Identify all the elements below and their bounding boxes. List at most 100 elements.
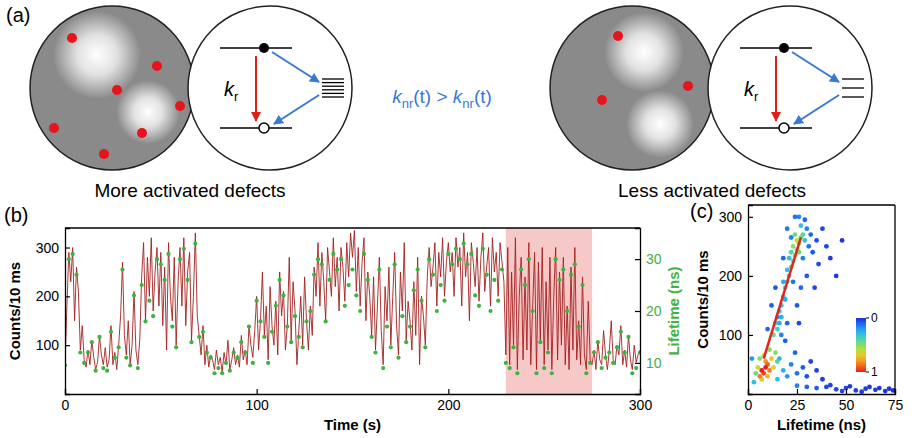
tick-label: 50 bbox=[839, 397, 855, 413]
data-point bbox=[569, 273, 573, 277]
defect bbox=[49, 123, 59, 133]
data-point bbox=[777, 321, 782, 326]
data-point bbox=[155, 257, 159, 261]
rate-subscript: nr bbox=[462, 96, 474, 111]
data-point bbox=[515, 371, 519, 375]
data-point bbox=[94, 369, 98, 373]
diagram-panel: krLess activated defects bbox=[550, 6, 872, 201]
data-point bbox=[775, 327, 780, 332]
data-point bbox=[769, 303, 774, 308]
energy-level bbox=[740, 127, 812, 129]
data-point bbox=[166, 252, 170, 256]
data-point bbox=[416, 267, 420, 271]
panel-label: (c) bbox=[690, 200, 713, 222]
trap-levels bbox=[842, 79, 864, 97]
data-point bbox=[136, 366, 140, 370]
data-point bbox=[439, 283, 443, 287]
axis-line bbox=[66, 389, 641, 395]
data-point bbox=[840, 389, 845, 394]
data-point bbox=[750, 356, 755, 361]
data-point bbox=[751, 380, 756, 385]
data-point bbox=[186, 278, 190, 282]
axis-title: Counts/10 ms bbox=[6, 262, 23, 360]
data-point bbox=[274, 304, 278, 308]
tick-label: 200 bbox=[719, 268, 743, 284]
data-point bbox=[557, 278, 561, 282]
tick-label: 200 bbox=[36, 288, 60, 304]
data-point bbox=[404, 340, 408, 344]
data-point bbox=[808, 359, 813, 364]
data-point bbox=[485, 273, 489, 277]
data-point bbox=[820, 377, 825, 382]
data-point bbox=[362, 252, 366, 256]
axis: 102030 bbox=[635, 229, 662, 395]
trap-level bbox=[322, 86, 344, 87]
data-point bbox=[500, 267, 504, 271]
data-point bbox=[67, 257, 71, 261]
tick: 200 bbox=[36, 288, 70, 304]
data-point bbox=[488, 309, 492, 313]
data-point bbox=[235, 356, 239, 360]
data-point bbox=[542, 366, 546, 370]
data-point bbox=[117, 345, 121, 349]
energy-level bbox=[740, 47, 812, 49]
data-point bbox=[270, 330, 274, 334]
hole bbox=[779, 123, 789, 133]
data-point bbox=[151, 314, 155, 318]
data-point bbox=[561, 267, 565, 271]
tick-label: 300 bbox=[36, 240, 60, 256]
data-point bbox=[120, 267, 124, 271]
tick-label: 300 bbox=[719, 209, 743, 225]
data-point bbox=[840, 238, 845, 243]
data-point bbox=[178, 257, 182, 261]
data-point bbox=[789, 362, 794, 367]
colorbar-label: 1 bbox=[871, 365, 878, 379]
rate-argument: (t) bbox=[413, 86, 431, 107]
data-point bbox=[381, 366, 385, 370]
axis: 0100200300 bbox=[62, 389, 653, 413]
data-point bbox=[580, 283, 584, 287]
data-point bbox=[389, 345, 393, 349]
data-point bbox=[90, 340, 94, 344]
data-point bbox=[834, 273, 839, 278]
data-point bbox=[596, 340, 600, 344]
data-point bbox=[795, 383, 800, 388]
data-point bbox=[201, 330, 205, 334]
data-point bbox=[465, 262, 469, 266]
data-point bbox=[853, 388, 858, 393]
tick: 30 bbox=[635, 251, 662, 267]
defect bbox=[67, 33, 77, 43]
particle bbox=[550, 6, 714, 170]
defect bbox=[112, 85, 122, 95]
data-point bbox=[224, 361, 228, 365]
axis-title: Lifetime (ns) bbox=[777, 416, 866, 433]
energy-level bbox=[220, 47, 292, 49]
data-point bbox=[140, 283, 144, 287]
data-point bbox=[781, 256, 786, 261]
data-point bbox=[577, 324, 581, 328]
bright-domain bbox=[604, 12, 684, 92]
data-point bbox=[431, 273, 435, 277]
data-point bbox=[255, 299, 259, 303]
tick-mark bbox=[65, 296, 70, 297]
data-point bbox=[789, 235, 794, 240]
data-point bbox=[435, 309, 439, 313]
tick-mark bbox=[748, 276, 753, 277]
recombination-arrow bbox=[274, 95, 319, 124]
data-point bbox=[816, 262, 821, 267]
energy-scheme bbox=[708, 6, 872, 170]
rate-subscript: nr bbox=[402, 96, 414, 111]
data-point bbox=[554, 257, 558, 261]
rate-subscript: r bbox=[754, 89, 759, 104]
bright-domain bbox=[626, 90, 694, 158]
figure: (a)krMore activated defectskrLess activa… bbox=[0, 0, 917, 438]
data-point bbox=[358, 309, 362, 313]
data-point bbox=[508, 366, 512, 370]
data-point bbox=[765, 327, 770, 332]
data-point bbox=[804, 226, 809, 231]
data-point bbox=[496, 299, 500, 303]
data-point bbox=[773, 350, 778, 355]
tick-label: 10 bbox=[646, 355, 662, 371]
data-point bbox=[128, 363, 132, 367]
data-point bbox=[193, 241, 197, 245]
